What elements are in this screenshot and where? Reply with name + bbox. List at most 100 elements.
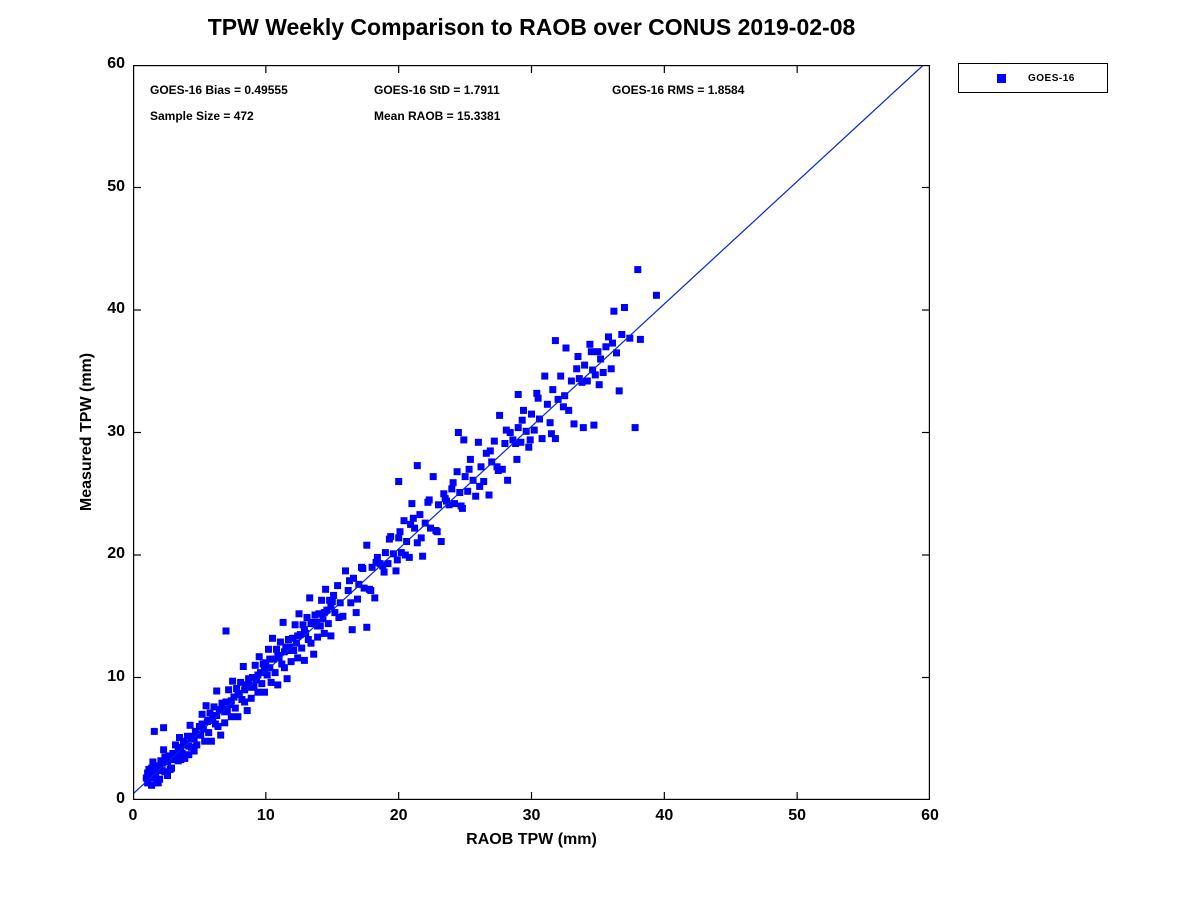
- scatter-point: [407, 520, 415, 528]
- scatter-point: [295, 610, 303, 618]
- scatter-point: [299, 621, 307, 629]
- scatter-point: [551, 337, 559, 345]
- scatter-point: [465, 465, 473, 473]
- scatter-point: [231, 704, 239, 712]
- scatter-point: [565, 406, 573, 414]
- scatter-point: [254, 688, 262, 696]
- scatter-point: [494, 467, 502, 474]
- scatter-point: [181, 740, 189, 748]
- scatter-point: [276, 638, 284, 646]
- scatter-point: [207, 737, 215, 745]
- scatter-point: [279, 618, 287, 626]
- scatter-point: [311, 611, 319, 619]
- scatter-point: [304, 636, 312, 643]
- scatter-point: [249, 674, 256, 681]
- scatter-point: [149, 758, 157, 766]
- scatter-point: [316, 622, 324, 630]
- scatter-point: [518, 416, 526, 424]
- scatter-point: [176, 734, 183, 741]
- scatter-point: [294, 654, 302, 662]
- scatter-point: [161, 753, 169, 761]
- scatter-point: [506, 429, 514, 436]
- scatter-point: [429, 473, 437, 481]
- scatter-point: [363, 541, 371, 549]
- stat-mean-raob: Mean RAOB = 15.3381: [374, 109, 501, 123]
- scatter-point: [354, 595, 361, 603]
- x-tick-label: 60: [921, 807, 939, 824]
- scatter-point: [457, 502, 465, 510]
- scatter-point: [512, 440, 520, 447]
- scatter-point: [310, 650, 318, 658]
- scatter-point: [605, 333, 612, 341]
- scatter-points: [142, 266, 660, 789]
- scatter-point: [218, 699, 226, 707]
- scatter-point: [213, 712, 221, 719]
- scatter-point: [485, 491, 493, 499]
- scatter-point: [595, 381, 603, 389]
- scatter-point: [541, 372, 549, 380]
- scatter-point: [331, 609, 339, 617]
- scatter-point: [217, 731, 225, 739]
- y-tick-label: 30: [107, 422, 125, 440]
- scatter-point: [562, 344, 570, 352]
- scatter-point: [586, 340, 594, 348]
- scatter-point: [631, 424, 639, 432]
- scatter-point: [287, 658, 295, 666]
- scatter-point: [575, 375, 583, 383]
- scatter-point: [359, 565, 367, 572]
- scatter-point: [288, 634, 296, 642]
- scatter-point: [591, 371, 599, 379]
- scatter-point: [602, 343, 610, 351]
- scatter-point: [401, 551, 409, 559]
- scatter-point: [164, 772, 171, 779]
- scatter-point: [482, 449, 490, 457]
- scatter-point: [280, 648, 288, 656]
- scatter-point: [367, 587, 375, 594]
- scatter-point: [153, 762, 161, 770]
- scatter-point: [306, 594, 314, 602]
- scatter-point: [636, 335, 644, 343]
- scatter-point: [291, 621, 299, 629]
- scatter-point: [573, 365, 581, 373]
- scatter-point: [278, 660, 286, 668]
- scatter-point: [408, 500, 416, 508]
- scatter-point: [472, 492, 480, 500]
- scatter-point: [599, 369, 607, 376]
- scatter-point: [393, 556, 401, 564]
- scatter-point: [652, 291, 660, 299]
- scatter-point: [198, 710, 206, 718]
- scatter-point: [213, 687, 221, 695]
- scatter-point: [282, 643, 290, 651]
- scatter-point: [385, 535, 393, 543]
- scatter-point: [371, 594, 379, 602]
- scatter-point: [520, 406, 527, 414]
- scatter-point: [609, 339, 616, 347]
- scatter-point: [320, 609, 328, 617]
- y-tick-label: 20: [107, 545, 125, 562]
- scatter-point: [427, 524, 434, 532]
- scatter-point: [368, 563, 376, 571]
- scatter-point: [185, 751, 193, 759]
- scatter-point: [153, 776, 161, 784]
- stat-std: GOES-16 StD = 1.7911: [374, 83, 500, 97]
- scatter-point: [574, 353, 582, 360]
- scatter-point: [327, 632, 335, 640]
- scatter-point: [514, 391, 522, 398]
- scatter-point: [549, 386, 557, 394]
- scatter-point: [533, 389, 541, 397]
- scatter-point: [237, 678, 245, 686]
- scatter-point: [274, 652, 282, 659]
- scatter-point: [546, 419, 554, 427]
- scatter-point: [346, 577, 353, 585]
- scatter-point: [613, 349, 620, 357]
- scatter-point: [263, 671, 271, 679]
- scatter-point: [363, 623, 371, 631]
- scatter-point: [251, 661, 259, 669]
- scatter-point: [526, 436, 534, 444]
- scatter-point: [437, 538, 445, 545]
- scatter-point: [464, 487, 472, 495]
- scatter-point: [594, 348, 602, 356]
- scatter-point: [528, 410, 535, 418]
- scatter-point: [247, 694, 255, 702]
